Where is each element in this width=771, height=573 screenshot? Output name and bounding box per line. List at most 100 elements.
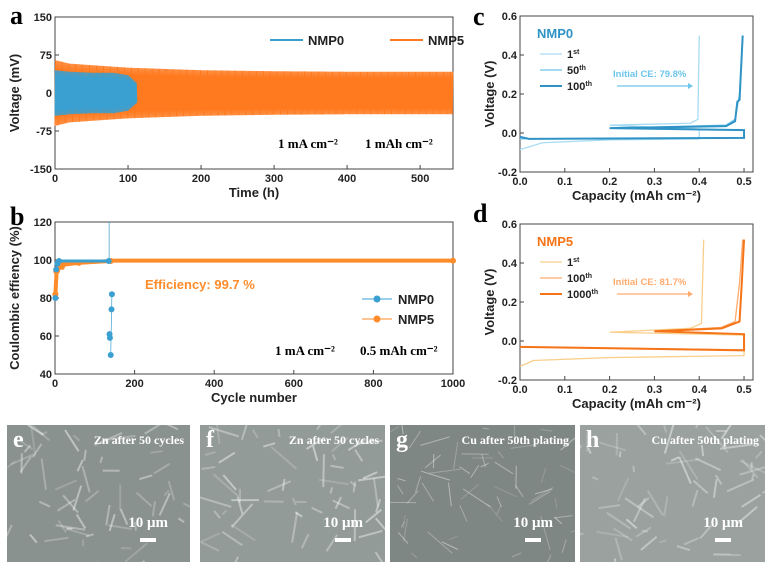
sem-caption: Cu after 50th plating	[462, 433, 569, 448]
annotation: 1 mA cm⁻²	[275, 343, 335, 358]
x-tick-label: 200	[192, 173, 210, 185]
scale-bar-label: 10 μm	[323, 515, 363, 532]
panel-letter: g	[396, 427, 408, 454]
y-axis-label: Voltage (mV)	[7, 54, 22, 133]
data-point-nmp0	[109, 291, 115, 297]
x-tick-label: 0.2	[602, 176, 617, 188]
x-axis-label: Capacity (mAh cm⁻²)	[572, 188, 701, 203]
data-point-nmp0	[109, 306, 115, 312]
data-point-nmp0	[108, 352, 114, 358]
legend-label: 50th	[567, 65, 586, 77]
x-axis-label: Capacity (mAh cm⁻²)	[572, 396, 701, 411]
x-tick-label: 800	[364, 378, 382, 390]
legend-label: NMP0	[308, 33, 344, 48]
x-tick-label: 0.3	[647, 384, 662, 396]
y-tick-label: -150	[30, 164, 52, 176]
annotation: 0.5 mAh cm⁻²	[360, 343, 438, 358]
y-tick-label: 0.2	[502, 89, 517, 101]
x-tick-label: 0.5	[736, 384, 751, 396]
scale-bar-label: 10 μm	[128, 515, 168, 532]
legend-label: 100th	[567, 81, 592, 93]
y-tick-label: -0.2	[498, 167, 517, 179]
legend-label: 1st	[567, 49, 580, 61]
panel-letter: h	[586, 427, 599, 454]
series-line-100th	[520, 36, 744, 139]
annotation-initial-ce: Initial CE: 81.7%	[613, 277, 687, 288]
y-tick-label: 0.4	[502, 258, 518, 270]
panel-letter: d	[473, 199, 488, 228]
x-tick-label: 1000	[441, 378, 465, 390]
panel-letter: b	[10, 202, 24, 231]
arrow-icon	[688, 83, 693, 89]
data-point-nmp0	[52, 295, 58, 301]
sem-image-h: h Cu after 50th plating 10 μm	[580, 425, 765, 562]
data-point-nmp5	[450, 258, 456, 264]
annotation-initial-ce: Initial CE: 79.8%	[613, 69, 687, 80]
panel-letter: f	[206, 427, 214, 454]
x-tick-label: 0.3	[647, 176, 662, 188]
y-tick-label: 0	[46, 88, 52, 100]
legend-label: NMP0	[398, 292, 434, 307]
y-tick-label: 0.4	[502, 50, 518, 62]
legend-label: 1000th	[567, 289, 598, 301]
y-tick-label: 60	[40, 331, 52, 343]
data-point-nmp0	[53, 267, 59, 273]
sem-image-f: f Zn after 50 cycles 10 μm	[200, 425, 385, 562]
y-tick-label: 120	[34, 217, 52, 229]
legend-marker	[374, 316, 381, 323]
sem-caption: Cu after 50th plating	[652, 433, 759, 448]
y-tick-label: -0.2	[498, 375, 517, 387]
panel-letter: e	[13, 427, 24, 454]
series-line-50th	[520, 36, 744, 139]
x-tick-label: 600	[285, 378, 303, 390]
legend-marker	[374, 296, 381, 303]
scale-bar	[140, 538, 156, 542]
sem-caption: Zn after 50 cycles	[94, 433, 184, 448]
y-tick-label: -75	[36, 126, 52, 138]
y-axis-label: Voltage (V)	[482, 269, 497, 336]
y-axis-label: Coulombic effiency (%)	[7, 226, 22, 370]
x-tick-label: 100	[119, 173, 137, 185]
x-tick-label: 0.2	[602, 384, 617, 396]
legend-label: 1st	[567, 257, 580, 269]
series-segment	[111, 294, 112, 355]
data-point-nmp0	[106, 258, 112, 264]
x-axis-label: Cycle number	[211, 390, 297, 405]
x-tick-label: 0	[52, 173, 58, 185]
series-line-1st	[520, 36, 699, 150]
annotation-efficiency: Efficiency: 99.7 %	[145, 277, 255, 292]
panel-letter: c	[473, 2, 485, 31]
y-axis-label: Voltage (V)	[482, 61, 497, 128]
x-tick-label: 0.4	[692, 176, 708, 188]
annotation: 1 mA cm⁻²	[278, 136, 338, 151]
y-tick-label: 75	[40, 50, 52, 62]
x-tick-label: 400	[338, 173, 356, 185]
data-point-nmp0	[107, 335, 113, 341]
sem-image-g: g Cu after 50th plating 10 μm	[390, 425, 575, 562]
y-tick-label: 0.6	[502, 11, 517, 23]
x-axis-label: Time (h)	[229, 185, 279, 200]
sem-image-e: e Zn after 50 cycles 10 μm	[7, 425, 190, 562]
y-tick-label: 80	[40, 293, 52, 305]
y-tick-label: 0.6	[502, 219, 517, 231]
figure: 0 100 200 300 400 500150750-75-150Time (h)Vol…	[0, 0, 771, 420]
scale-bar	[335, 538, 351, 542]
x-tick-label: 0.5	[736, 176, 751, 188]
y-tick-label: 100	[34, 255, 52, 267]
scale-bar-label: 10 μm	[513, 515, 553, 532]
x-tick-label: 0.1	[557, 176, 572, 188]
chart-title: NMP0	[537, 26, 573, 41]
y-tick-label: 150	[34, 12, 52, 24]
x-tick-label: 0	[52, 378, 58, 390]
panel-letter: a	[10, 1, 23, 30]
y-tick-label: 40	[40, 369, 52, 381]
x-tick-label: 0.4	[692, 384, 708, 396]
scale-bar	[715, 538, 731, 542]
y-tick-label: 0.2	[502, 297, 517, 309]
x-tick-label: 300	[265, 173, 283, 185]
x-tick-label: 0.1	[557, 384, 572, 396]
legend-label: NMP5	[398, 312, 434, 327]
scale-bar-label: 10 μm	[703, 515, 743, 532]
scale-bar	[525, 538, 541, 542]
y-tick-label: 0.0	[502, 128, 517, 140]
